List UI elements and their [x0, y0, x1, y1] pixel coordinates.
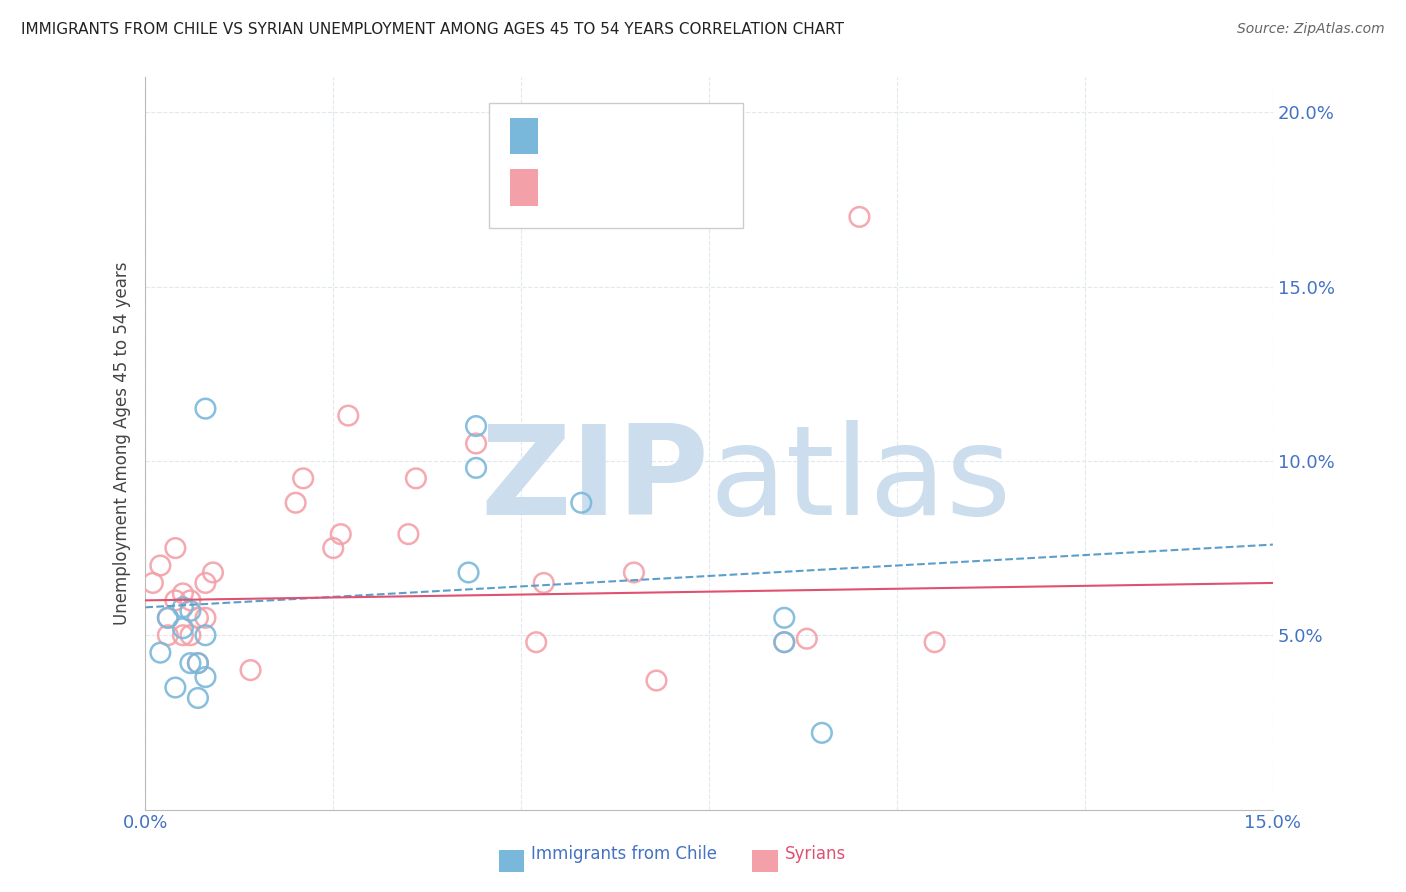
Point [773, 611, 796, 625]
Point [533, 576, 555, 591]
Point [194, 576, 217, 591]
Point [773, 635, 796, 649]
Point [292, 471, 315, 485]
Point [187, 611, 209, 625]
Text: atlas: atlas [709, 419, 1011, 541]
Text: ZIP: ZIP [481, 419, 709, 541]
Point [179, 628, 201, 642]
Point [156, 611, 179, 625]
Point [165, 593, 187, 607]
Point [142, 576, 165, 591]
Point [569, 496, 592, 510]
FancyBboxPatch shape [489, 103, 742, 227]
Point [194, 401, 217, 416]
Y-axis label: Unemployment Among Ages 45 to 54 years: Unemployment Among Ages 45 to 54 years [114, 261, 131, 625]
Point [156, 628, 179, 642]
Point [165, 681, 187, 695]
Point [172, 586, 194, 600]
Point [796, 632, 818, 646]
Text: R = 0.071: R = 0.071 [548, 127, 638, 145]
Point [405, 471, 427, 485]
Point [284, 496, 307, 510]
Point [773, 635, 796, 649]
Text: N = 19: N = 19 [641, 127, 704, 145]
Point [149, 646, 172, 660]
Point [165, 541, 187, 555]
Point [465, 461, 488, 475]
Text: IMMIGRANTS FROM CHILE VS SYRIAN UNEMPLOYMENT AMONG AGES 45 TO 54 YEARS CORRELATI: IMMIGRANTS FROM CHILE VS SYRIAN UNEMPLOY… [21, 22, 844, 37]
FancyBboxPatch shape [509, 118, 537, 154]
Point [811, 726, 834, 740]
Point [194, 670, 217, 684]
Point [239, 663, 262, 677]
Text: Syrians: Syrians [785, 846, 846, 863]
Point [194, 611, 217, 625]
Point [645, 673, 668, 688]
Text: N = 32: N = 32 [641, 178, 704, 196]
Point [457, 566, 479, 580]
Point [179, 656, 201, 670]
Point [524, 635, 547, 649]
Text: R = 0.027: R = 0.027 [548, 178, 638, 196]
Point [201, 566, 224, 580]
Text: Source: ZipAtlas.com: Source: ZipAtlas.com [1237, 22, 1385, 37]
Point [156, 611, 179, 625]
Point [179, 604, 201, 618]
Point [187, 690, 209, 705]
Point [172, 600, 194, 615]
Point [172, 621, 194, 635]
Point [172, 628, 194, 642]
Text: Immigrants from Chile: Immigrants from Chile [531, 846, 717, 863]
Point [194, 628, 217, 642]
Point [848, 210, 870, 224]
Point [465, 419, 488, 434]
FancyBboxPatch shape [509, 169, 537, 205]
Point [179, 593, 201, 607]
Point [465, 436, 488, 450]
Point [187, 656, 209, 670]
Point [623, 566, 645, 580]
Point [924, 635, 946, 649]
Point [149, 558, 172, 573]
Point [337, 409, 360, 423]
Point [187, 656, 209, 670]
Point [396, 527, 419, 541]
Point [329, 527, 352, 541]
Point [322, 541, 344, 555]
